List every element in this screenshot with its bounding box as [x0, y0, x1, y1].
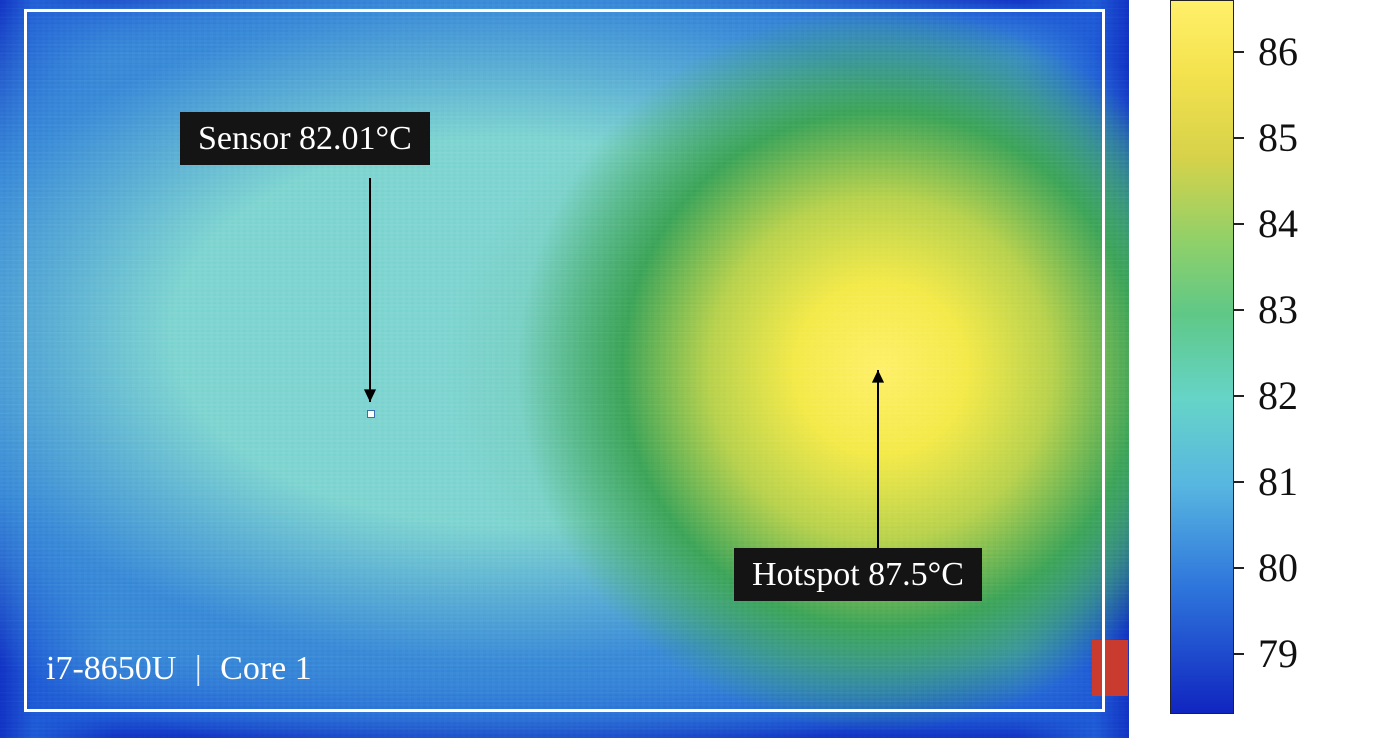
colorbar-tick-label: 79 [1258, 634, 1298, 674]
colorbar-gradient [1170, 0, 1234, 714]
colorbar-tick-label: 86 [1258, 32, 1298, 72]
colorbar-tick [1234, 223, 1244, 225]
figure-root: Sensor 82.01°C Hotspot 87.5°C i7-8650U |… [0, 0, 1381, 738]
colorbar-tick [1234, 567, 1244, 569]
colorbar-tick [1234, 137, 1244, 139]
colorbar-tick-label: 85 [1258, 118, 1298, 158]
colorbar-tick-label: 83 [1258, 290, 1298, 330]
colorbar-tick [1234, 309, 1244, 311]
colorbar-tick-label: 81 [1258, 462, 1298, 502]
colorbar-tick-label: 80 [1258, 548, 1298, 588]
colorbar-tick [1234, 481, 1244, 483]
colorbar-tick [1234, 395, 1244, 397]
colorbar-tick-label: 82 [1258, 376, 1298, 416]
colorbar-tick [1234, 653, 1244, 655]
colorbar-tick [1234, 51, 1244, 53]
colorbar-tick-label: 84 [1258, 204, 1298, 244]
colorbar: 86 85 84 83 82 81 80 79 [0, 0, 1381, 738]
